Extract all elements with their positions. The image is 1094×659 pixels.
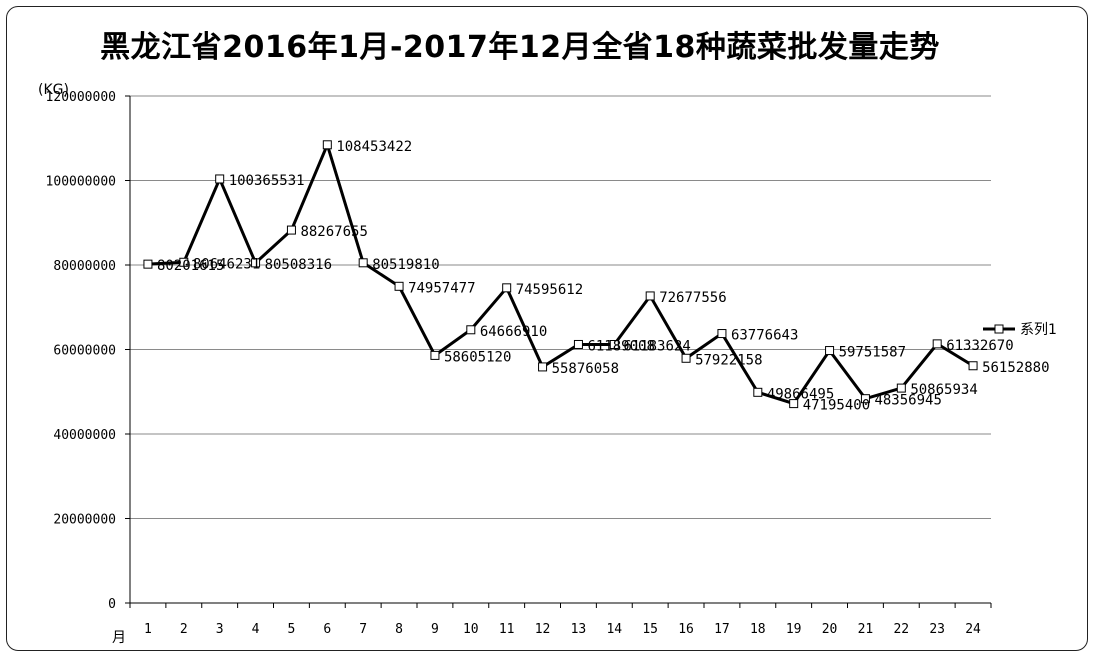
data-label: 80201615 (157, 258, 224, 274)
data-label: 74595612 (516, 282, 583, 298)
x-tick-label: 21 (858, 622, 874, 637)
data-point (573, 339, 583, 349)
x-tick-label: 5 (288, 622, 296, 637)
x-tick-label: 19 (786, 622, 802, 637)
data-point (645, 291, 655, 301)
data-label: 57922158 (695, 352, 762, 368)
data-label: 108453422 (336, 139, 412, 155)
data-point (968, 361, 978, 371)
data-point (753, 387, 763, 397)
data-point (502, 283, 512, 293)
data-label: 72677556 (659, 290, 726, 306)
data-label: 61183624 (623, 338, 690, 354)
data-label: 74957477 (408, 280, 475, 296)
x-tick-label: 20 (822, 622, 838, 637)
data-point (430, 350, 440, 360)
data-label: 47195400 (803, 398, 870, 414)
x-axis-label: 月 (112, 630, 126, 646)
x-tick-label: 6 (323, 622, 331, 637)
data-point (286, 225, 296, 235)
x-tick-label: 7 (359, 622, 367, 637)
x-tick-label: 1 (144, 622, 152, 637)
data-point (143, 259, 153, 269)
legend: 系列1 (983, 322, 1057, 338)
data-point (251, 258, 261, 268)
data-point (932, 339, 942, 349)
data-label: 100365531 (229, 173, 305, 189)
data-point (896, 383, 906, 393)
data-point (466, 325, 476, 335)
y-axis-label: (KG) (38, 82, 69, 98)
data-point (322, 140, 332, 150)
x-tick-label: 3 (216, 622, 224, 637)
data-label: 58605120 (444, 349, 511, 365)
x-tick-label: 14 (606, 622, 622, 637)
data-point (394, 281, 404, 291)
y-tick-label: 100000000 (46, 175, 116, 190)
data-point (860, 394, 870, 404)
data-point (179, 257, 189, 267)
data-label: 50865934 (910, 382, 977, 398)
y-tick-label: 80000000 (53, 259, 116, 274)
legend-label: 系列1 (1020, 322, 1057, 338)
series-group (143, 140, 978, 409)
x-tick-label: 13 (571, 622, 587, 637)
data-point (717, 329, 727, 339)
y-tick-label: 20000000 (53, 513, 116, 528)
x-tick-label: 17 (714, 622, 730, 637)
x-tick-label: 4 (252, 622, 260, 637)
data-label: 55876058 (552, 361, 619, 377)
data-label: 64666910 (480, 324, 547, 340)
x-tick-label: 2 (180, 622, 188, 637)
data-label: 88267655 (300, 224, 367, 240)
chart-frame (6, 6, 1088, 651)
x-tick-label: 10 (463, 622, 479, 637)
data-label: 59751587 (839, 345, 906, 361)
chart-title: 黑龙江省2016年1月-2017年12月全省18种蔬菜批发量走势 (100, 30, 940, 65)
data-point (538, 362, 548, 372)
data-point (789, 399, 799, 409)
data-label: 49866495 (767, 386, 834, 402)
data-point (681, 353, 691, 363)
x-tick-label: 11 (499, 622, 515, 637)
x-tick-label: 8 (395, 622, 403, 637)
data-label: 80508316 (265, 257, 332, 273)
y-tick-label: 0 (108, 597, 116, 612)
y-tick-label: 40000000 (53, 428, 116, 443)
y-tick-label: 60000000 (53, 344, 116, 359)
y-tick-labels: 0 20000000 40000000 60000000 80000000 1000000… (46, 90, 116, 612)
x-tick-label: 16 (678, 622, 694, 637)
x-tick-label: 9 (431, 622, 439, 637)
data-label: 56152880 (982, 360, 1049, 376)
data-label: 61332670 (946, 338, 1013, 354)
data-label: 63776643 (731, 328, 798, 344)
data-point (825, 346, 835, 356)
y-tick-label: 120000000 (46, 90, 116, 105)
data-label: 61189008 (587, 338, 654, 354)
x-tick-label: 18 (750, 622, 766, 637)
data-point (215, 174, 225, 184)
x-tick-label: 22 (893, 622, 909, 637)
data-label: 80646231 (193, 256, 260, 272)
data-point (609, 339, 619, 349)
legend-marker (994, 324, 1004, 334)
x-tick-labels: 1 2 3 4 5 6 7 8 9 10 11 12 13 14 15 16 17 18 19 20 21 22 23 24 (144, 622, 981, 637)
gridlines (130, 95, 991, 519)
x-tick-label: 15 (642, 622, 658, 637)
x-tick-label: 24 (965, 622, 981, 637)
x-tick-label: 23 (929, 622, 945, 637)
data-label: 80519810 (372, 257, 439, 273)
data-point (358, 258, 368, 268)
data-label: 48356945 (874, 393, 941, 409)
series-line (147, 140, 974, 406)
axes (125, 95, 992, 608)
x-tick-label: 12 (535, 622, 551, 637)
